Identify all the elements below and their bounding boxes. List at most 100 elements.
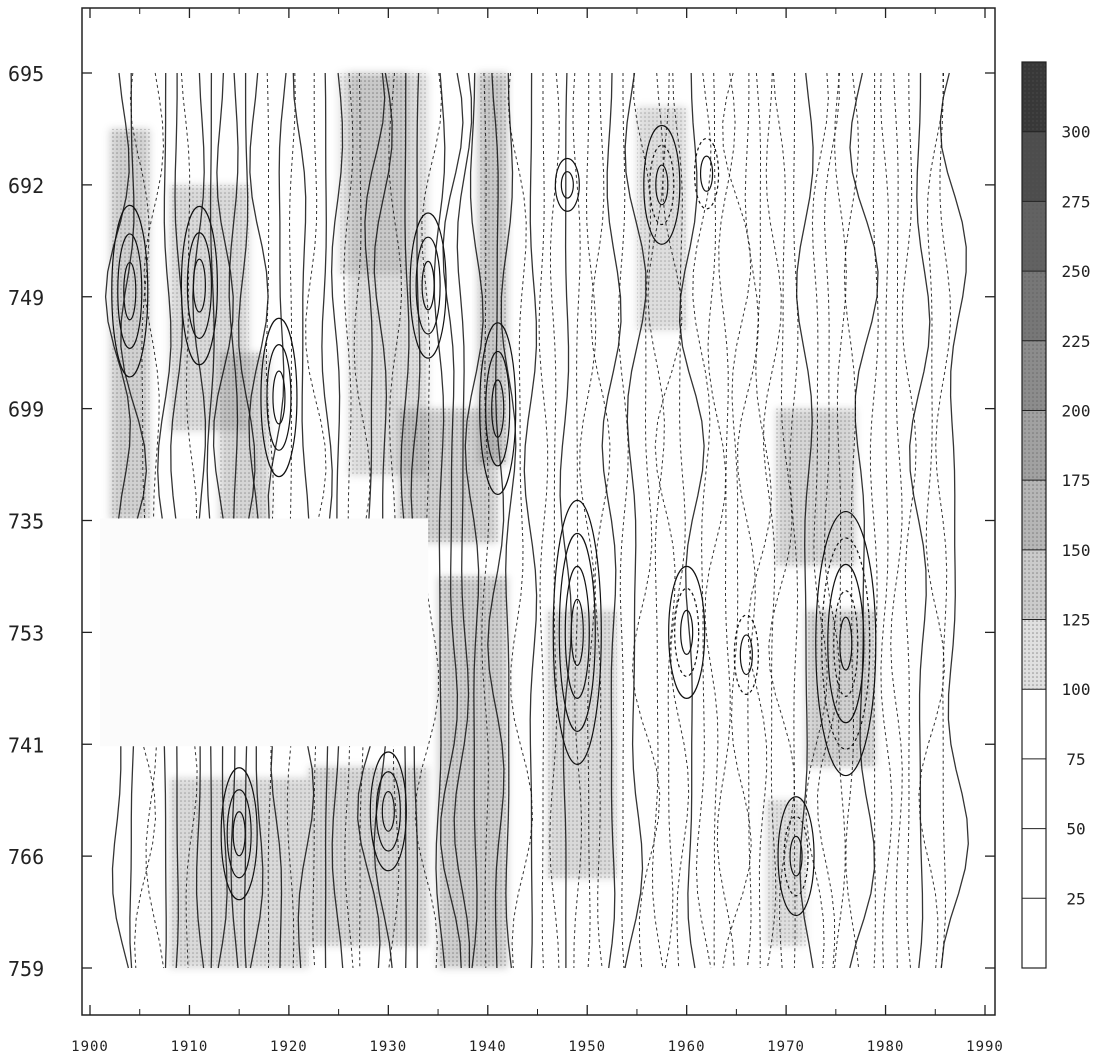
contour-negative (617, 73, 629, 969)
contour-ring (186, 232, 212, 339)
contour-negative (507, 72, 534, 969)
contour-positive (453, 72, 473, 968)
stipple-zone (109, 128, 150, 521)
contour-ring (415, 236, 441, 335)
contour-negative (716, 72, 736, 969)
colorbar-tick-label: 100 (1062, 680, 1091, 699)
contour-positive (440, 72, 464, 969)
contour-positive (678, 72, 705, 969)
contour-negative (805, 72, 829, 969)
contour-lines (104, 72, 969, 969)
contour-ring (680, 609, 694, 655)
x-tick-label: 1910 (171, 1039, 209, 1055)
contour-ring (777, 796, 815, 917)
contour-ring (375, 771, 401, 852)
y-tick-label: 692 (8, 174, 44, 198)
contour-ring (409, 212, 447, 359)
contour-positive (624, 72, 647, 969)
contour-ring (266, 344, 292, 451)
x-tick-label: 1940 (469, 1039, 507, 1055)
contour-ring (180, 205, 218, 366)
contour-positive (939, 72, 969, 969)
contour-positive (559, 72, 573, 968)
contour-negative (631, 72, 661, 969)
y-tick-label: 735 (8, 510, 44, 534)
contour-ring (655, 164, 669, 206)
contour-positive (601, 72, 622, 969)
contour-ring (783, 815, 809, 897)
contour-ring (192, 258, 206, 313)
stipple-zone (169, 777, 309, 968)
contour-ring (668, 565, 706, 699)
y-tick-label: 759 (8, 957, 44, 981)
contour-ring (381, 790, 395, 832)
contour-ring (232, 811, 246, 857)
y-tick-label: 766 (8, 845, 44, 869)
x-tick-label: 1990 (966, 1039, 1004, 1055)
contour-negative (737, 73, 760, 969)
colorbar-stipple (1022, 131, 1046, 202)
contour-ring (421, 260, 435, 311)
x-tick-label: 1900 (71, 1039, 109, 1055)
colorbar: 25 50 75 100 125 150 175 200 225 250 275 300 (1021, 61, 1091, 969)
contour-negative (692, 72, 712, 969)
contour-negative (549, 72, 560, 969)
colorbar-tick-label: 75 (1066, 750, 1085, 769)
contour-negative (286, 72, 296, 969)
contour-ring (739, 634, 753, 676)
contour-ring (564, 565, 590, 699)
contour-positive (433, 72, 446, 969)
colorbar-tick-label: 175 (1062, 471, 1091, 490)
contour-ring (491, 379, 505, 438)
stipple-zone (636, 106, 687, 331)
contour-ring (643, 124, 681, 245)
colorbar-tick-label: 150 (1062, 541, 1091, 560)
contour-negative (175, 72, 198, 969)
colorbar-stipple (1022, 619, 1046, 690)
contour-negative (538, 73, 549, 969)
colorbar-segment (1022, 689, 1046, 759)
colorbar-stipple (1022, 201, 1046, 272)
contour-negative (414, 72, 443, 969)
colorbar-stipple (1022, 340, 1046, 411)
colorbar-stipple (1022, 271, 1046, 341)
contour-ring (649, 144, 675, 226)
contour-ring (815, 510, 877, 777)
x-tick-label: 1960 (668, 1039, 706, 1055)
y-tick-label: 695 (8, 62, 44, 86)
colorbar-tick-label: 200 (1062, 401, 1091, 420)
heat-shading (109, 73, 876, 968)
axes: 695 692 749 699 735 753 741 766 759 1900 1910 1920 1… (8, 8, 1004, 1055)
contour-ring (220, 767, 258, 901)
contour-negative (647, 72, 665, 969)
contour-negative (843, 72, 860, 969)
contour-negative (918, 72, 945, 969)
stipple-zone (776, 408, 856, 566)
contour-ring (479, 322, 517, 496)
colorbar-stipple (1022, 410, 1046, 481)
contour-negative (747, 72, 773, 968)
contour-ring (558, 532, 596, 732)
contour-ring (570, 598, 584, 666)
y-tick-label: 741 (8, 733, 44, 757)
y-tick-label: 699 (8, 398, 44, 422)
colorbar-tick-label: 225 (1062, 332, 1091, 351)
contour-ring (123, 261, 137, 321)
contour-negative (816, 72, 841, 969)
colorbar-tick-label: 50 (1066, 820, 1085, 839)
contour-ring (839, 616, 853, 671)
stipple-zone (308, 766, 429, 946)
contour-negative (869, 73, 879, 969)
contour-negative (590, 72, 611, 969)
colorbar-segment (1022, 828, 1046, 899)
contour-ring (552, 499, 602, 765)
x-tick-label: 1930 (369, 1039, 407, 1055)
colorbar-tick-label: 25 (1066, 889, 1085, 908)
contour-negative (343, 72, 354, 969)
contour-ring (674, 587, 700, 677)
contour-ring (117, 233, 143, 349)
colorbar-border (1021, 61, 1047, 969)
contour-ring (554, 157, 580, 212)
contour-positive (849, 72, 879, 969)
